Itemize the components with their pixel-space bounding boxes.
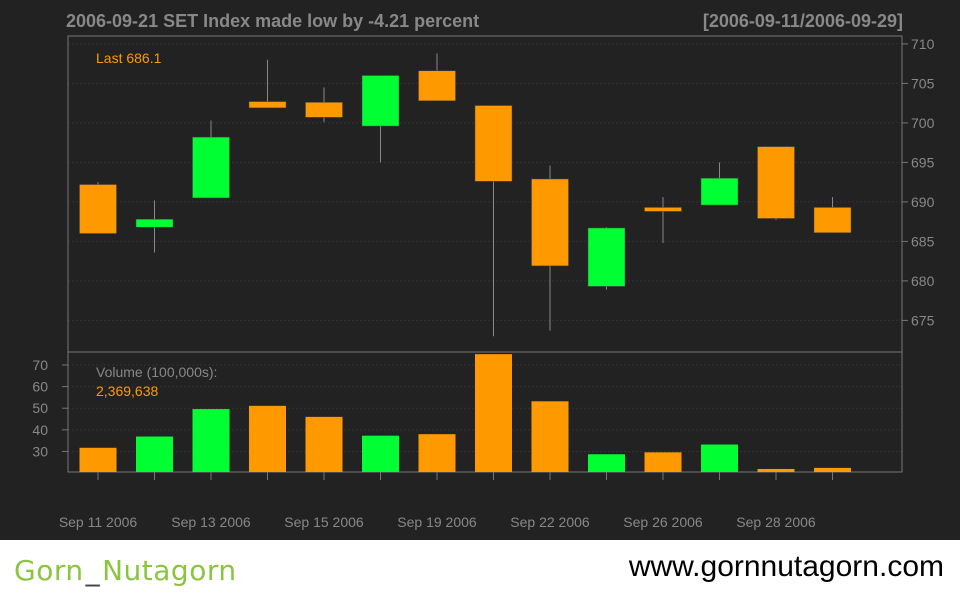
price-tick-label: 680 (911, 273, 935, 289)
candle-body (531, 178, 569, 267)
price-axis: 675 680 685 690 695 700 705 710 (902, 36, 935, 328)
last-price-label: Last 686.1 (96, 50, 162, 66)
volume-bar (249, 405, 286, 472)
candle-body (700, 177, 739, 206)
volume-bar (814, 467, 851, 472)
candle-body (248, 101, 287, 109)
volume-tick-label: 40 (32, 422, 48, 438)
candle-body (305, 102, 343, 118)
brand-name-first: Gorn (14, 553, 84, 587)
x-tick-label: Sep 19 2006 (397, 514, 477, 530)
x-axis: Sep 11 2006 Sep 13 2006 Sep 15 2006 Sep 19 … (59, 472, 833, 530)
price-tick-label: 705 (911, 75, 935, 91)
brand-separator: _ (85, 553, 101, 587)
volume-bar (531, 401, 569, 472)
price-tick-label: 675 (911, 312, 935, 328)
volume-value: 2,369,638 (96, 383, 158, 399)
volume-bar (192, 409, 230, 472)
website-url[interactable]: www.gornnutagorn.com (628, 550, 944, 583)
volume-axis: 30 40 50 60 70 (32, 357, 68, 459)
volume-tick-label: 30 (32, 443, 48, 459)
volume-tick-label: 70 (32, 357, 48, 373)
x-tick-label: Sep 28 2006 (736, 514, 816, 530)
date-range-label: [2006-09-11/2006-09-29] (703, 11, 903, 31)
volume-bar (418, 434, 456, 472)
volume-tick-label: 60 (32, 379, 48, 395)
candle-body (192, 136, 230, 199)
price-tick-label: 695 (911, 154, 935, 170)
price-tick-label: 700 (911, 115, 935, 131)
candle-body (418, 70, 456, 102)
volume-bar (79, 447, 117, 472)
candle-body (135, 219, 174, 228)
candle-body (79, 184, 117, 234)
brand-name-last: Nutagorn (102, 553, 237, 587)
x-tick-label: Sep 13 2006 (171, 514, 251, 530)
candle-body (587, 227, 626, 287)
x-tick-label: Sep 22 2006 (510, 514, 590, 530)
volume-layer (79, 354, 851, 472)
volume-tick-label: 50 (32, 400, 48, 416)
x-tick-label: Sep 11 2006 (59, 514, 138, 530)
candles-layer (79, 53, 852, 337)
volume-bar (644, 452, 682, 472)
candle-body (361, 75, 400, 127)
volume-bar (475, 354, 512, 472)
volume-bar (701, 444, 738, 472)
candle-body (813, 207, 852, 233)
footer: Gorn _ Nutagorn www.gornnutagorn.com (0, 540, 960, 600)
brand-logo: Gorn _ Nutagorn (14, 546, 237, 594)
volume-bar (136, 436, 173, 472)
candle-body (644, 207, 682, 212)
price-tick-label: 690 (911, 194, 935, 210)
volume-caption: Volume (100,000s): (96, 364, 217, 380)
price-tick-label: 710 (911, 36, 935, 52)
volume-bar (757, 468, 795, 472)
candlestick-chart: 2006-09-21 SET Index made low by -4.21 p… (0, 0, 960, 540)
volume-bar (588, 454, 625, 472)
volume-bar (362, 435, 399, 472)
x-tick-label: Sep 26 2006 (623, 514, 703, 530)
candle-body (757, 146, 795, 219)
candle-body (474, 105, 513, 182)
x-tick-label: Sep 15 2006 (284, 514, 364, 530)
volume-bar (305, 416, 343, 472)
price-tick-label: 685 (911, 233, 935, 249)
chart-title: 2006-09-21 SET Index made low by -4.21 p… (66, 11, 479, 31)
